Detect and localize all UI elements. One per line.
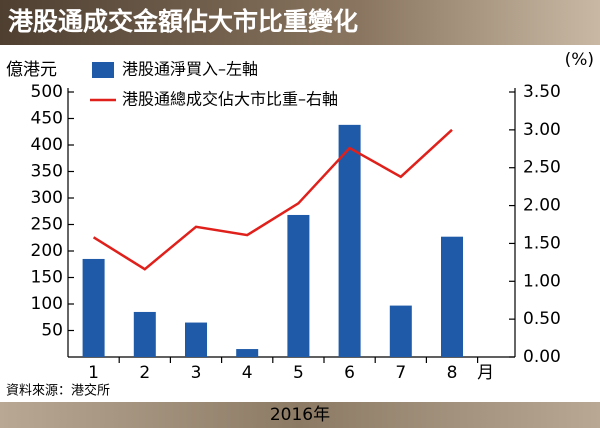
legend-label: 港股通總成交佔大市比重–右軸 bbox=[122, 90, 338, 109]
x-tick-label: 2 bbox=[139, 363, 150, 383]
bar bbox=[287, 214, 310, 357]
y-axis-label: 億港元 bbox=[6, 60, 57, 80]
y-tick-label: 450 bbox=[31, 109, 63, 129]
bar bbox=[133, 311, 156, 357]
source: 資料來源：港交所 bbox=[6, 383, 110, 399]
y-tick-label: 350 bbox=[31, 162, 63, 182]
y-tick-label: 150 bbox=[31, 268, 63, 288]
x-tick-label: 6 bbox=[344, 363, 355, 383]
y-tick-label: 500 bbox=[31, 82, 63, 102]
x-tick-label: 3 bbox=[191, 363, 202, 383]
bar bbox=[389, 305, 412, 357]
y-tick-label: 300 bbox=[31, 188, 63, 208]
y2-tick-label: 1.00 bbox=[523, 271, 561, 291]
x-unit: 月 bbox=[477, 363, 494, 383]
y2-tick-label: 2.00 bbox=[523, 196, 561, 216]
x-tick-label: 4 bbox=[242, 363, 253, 383]
y2-tick-label: 0.50 bbox=[523, 309, 561, 329]
y-tick-label: 200 bbox=[31, 241, 63, 261]
y-tick-label: 100 bbox=[31, 294, 63, 314]
x-tick-label: 1 bbox=[88, 363, 99, 383]
y2-tick-label: 3.50 bbox=[523, 82, 561, 102]
bar bbox=[82, 258, 105, 357]
y2-tick-label: 1.50 bbox=[523, 233, 561, 253]
bar bbox=[236, 349, 259, 357]
y2-tick-label: 3.00 bbox=[523, 120, 561, 140]
x-tick-label: 7 bbox=[395, 363, 406, 383]
chart-title: 港股通成交金額佔大市比重變化 bbox=[8, 7, 358, 36]
y2-axis-label: (%) bbox=[565, 50, 594, 70]
y-tick-label: 400 bbox=[31, 135, 63, 155]
title-bar bbox=[0, 0, 600, 45]
legend-swatch bbox=[92, 62, 114, 78]
x-tick-label: 8 bbox=[447, 363, 458, 383]
line bbox=[92, 128, 453, 271]
x-tick-label: 5 bbox=[293, 363, 304, 383]
bar bbox=[441, 236, 463, 357]
footer: 2016年 bbox=[270, 405, 330, 425]
y-tick-label: 50 bbox=[41, 321, 63, 341]
y2-tick-label: 2.50 bbox=[523, 158, 561, 178]
legend-label: 港股通淨買入–左軸 bbox=[122, 60, 258, 79]
y-tick-label: 250 bbox=[31, 215, 63, 235]
footer-bar bbox=[0, 402, 600, 428]
y2-tick-label: 0.00 bbox=[523, 347, 561, 367]
bar bbox=[185, 322, 207, 357]
bar bbox=[338, 124, 361, 357]
